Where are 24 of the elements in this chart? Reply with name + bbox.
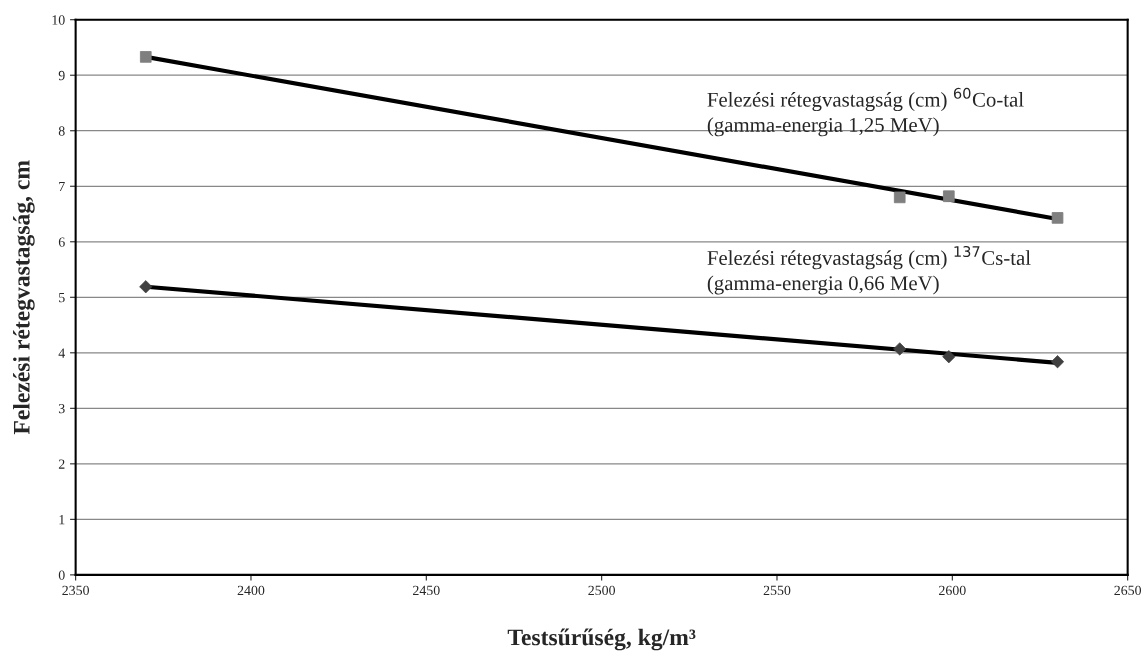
y-tick-label: 9 (58, 70, 65, 81)
y-tick-label: 1 (59, 515, 65, 525)
annotation: (gamma-energia 1,25 MeV) (707, 117, 939, 137)
y-tick-label: 2 (58, 459, 65, 469)
annotation: Felezési rétegvastagság (cm) $^{137}$Cs-tal (707, 245, 1031, 270)
annotation: Felezési rétegvastagság (cm) $^{60}$Co-tal (707, 87, 1024, 112)
y-tick-label: 8 (58, 126, 65, 136)
x-tick-label: 2400 (237, 585, 265, 596)
y-axis-title: Felezési rétegvastagság, cm (13, 160, 35, 435)
x-tick-label: 2650 (1114, 585, 1142, 596)
x-axis-title: Testsűrűség, kg/m³ (507, 628, 696, 651)
x-tick-label: 2500 (588, 585, 616, 596)
x-tick-label: 2350 (62, 585, 89, 596)
x-tick-label: 2600 (939, 585, 966, 596)
y-tick-label: 0 (58, 570, 65, 580)
y-tick-label: 4 (58, 348, 65, 358)
x-tick-label: 2450 (413, 585, 440, 596)
y-tick-label: 6 (58, 237, 65, 247)
y-tick-label: 5 (59, 293, 65, 303)
y-tick-label: 7 (59, 181, 65, 192)
y-tick-label: 3 (58, 403, 65, 414)
annotation: (gamma-energia 0,66 MeV) (707, 275, 939, 295)
y-tick-label: 10 (52, 15, 65, 25)
x-tick-label: 2550 (763, 585, 791, 596)
